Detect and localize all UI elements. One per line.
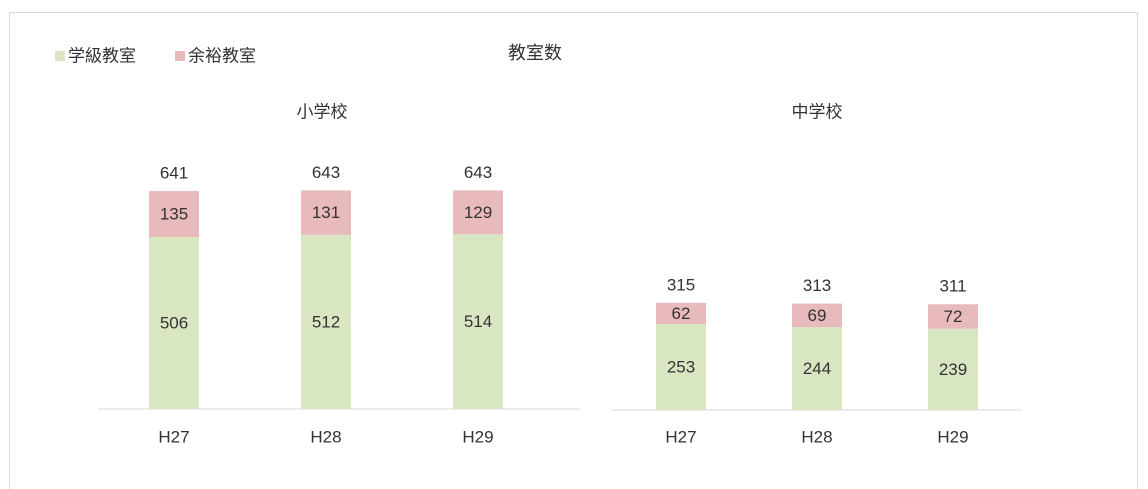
- data-label: 512: [312, 312, 340, 331]
- bar-segment: [453, 190, 503, 235]
- legend-swatch: [55, 51, 65, 61]
- bar-segment: [656, 302, 706, 324]
- subchart-title: 中学校: [792, 102, 843, 121]
- data-label: 131: [312, 203, 340, 222]
- data-label: 69: [808, 306, 827, 325]
- data-label: 62: [672, 304, 691, 323]
- data-label: 244: [803, 359, 831, 378]
- bar-segment: [928, 304, 978, 329]
- bar-segment: [149, 191, 199, 237]
- bar-segment: [301, 190, 351, 235]
- data-label: 239: [939, 360, 967, 379]
- data-label: 253: [667, 357, 695, 376]
- legend-swatch: [175, 51, 185, 61]
- bar-segment: [792, 303, 842, 328]
- x-tick-label: H27: [158, 427, 189, 446]
- data-label: 129: [464, 203, 492, 222]
- total-label: 643: [312, 163, 340, 182]
- total-label: 315: [667, 275, 695, 294]
- bar-segment: [453, 234, 503, 409]
- x-tick-label: H28: [801, 427, 832, 446]
- bar-segment: [656, 323, 706, 410]
- bar-segment: [928, 328, 978, 410]
- x-tick-label: H29: [937, 427, 968, 446]
- x-tick-label: H29: [462, 427, 493, 446]
- total-label: 313: [803, 276, 831, 295]
- data-label: 514: [464, 312, 492, 331]
- legend-label: 余裕教室: [188, 46, 256, 65]
- data-label: 135: [160, 204, 188, 223]
- total-label: 641: [160, 164, 188, 183]
- bar-segment: [792, 327, 842, 410]
- total-label: 311: [939, 277, 966, 296]
- total-label: 643: [464, 163, 492, 182]
- data-label: 506: [160, 313, 188, 332]
- x-tick-label: H28: [310, 427, 341, 446]
- subchart-title: 小学校: [297, 102, 348, 121]
- chart-title: 教室数: [508, 43, 562, 63]
- x-tick-label: H27: [665, 427, 696, 446]
- legend-label: 学級教室: [68, 46, 136, 65]
- bar-segment: [149, 236, 199, 409]
- data-label: 72: [944, 307, 963, 326]
- bar-segment: [301, 234, 351, 409]
